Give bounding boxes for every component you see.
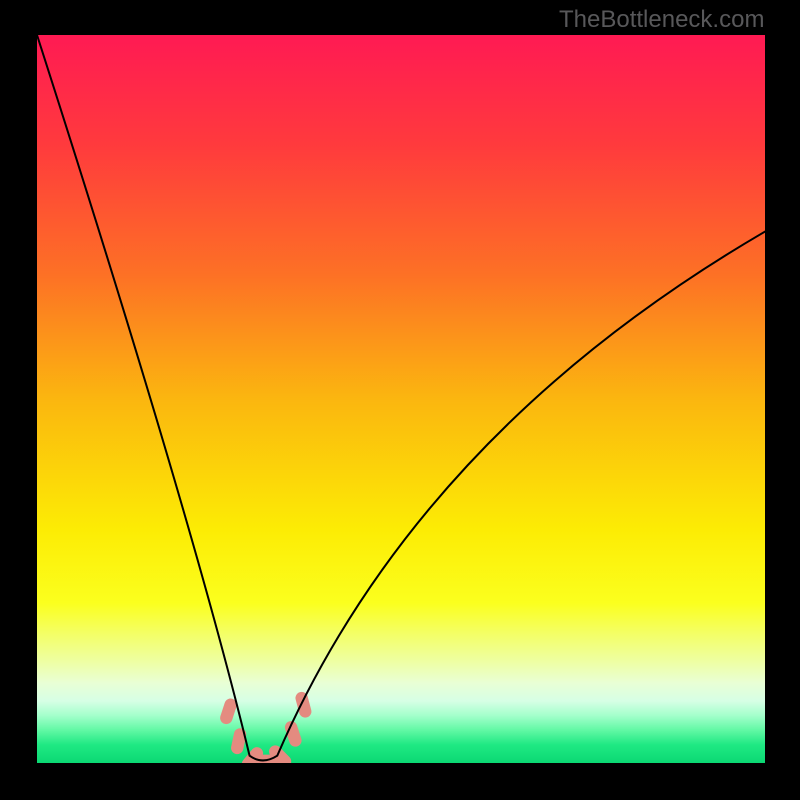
bottleneck-curve-chart (37, 35, 765, 763)
plot-area (37, 35, 765, 763)
chart-frame (0, 0, 800, 800)
bottleneck-curve (37, 35, 765, 760)
watermark-text: TheBottleneck.com (559, 6, 764, 34)
curve-marker (230, 727, 248, 755)
curve-markers (219, 691, 313, 763)
